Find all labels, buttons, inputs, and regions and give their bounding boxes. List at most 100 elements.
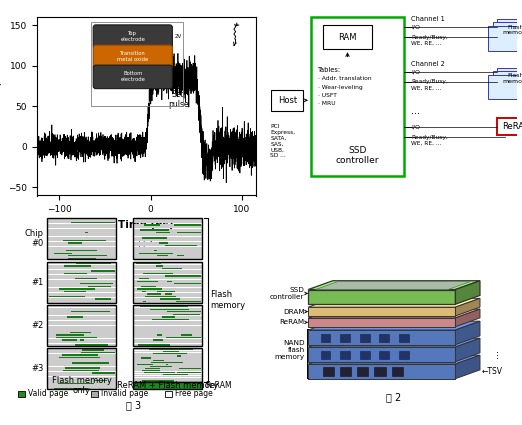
Bar — [133, 326, 202, 328]
Bar — [140, 306, 178, 307]
Bar — [399, 351, 409, 359]
Bar — [83, 349, 98, 351]
Bar — [75, 278, 97, 279]
Bar — [47, 261, 116, 303]
Bar — [133, 355, 202, 357]
Bar — [47, 272, 116, 275]
Text: #1: #1 — [31, 278, 43, 286]
Bar — [47, 318, 116, 320]
Bar — [18, 391, 25, 397]
Bar — [75, 344, 81, 346]
Polygon shape — [308, 364, 455, 379]
Bar — [47, 218, 116, 259]
Bar — [133, 234, 202, 236]
Bar — [379, 351, 389, 359]
Bar — [149, 349, 163, 350]
Bar — [175, 245, 197, 246]
Bar — [140, 357, 151, 359]
Bar — [133, 305, 202, 346]
Text: WE, RE, ...: WE, RE, ... — [411, 41, 442, 45]
Bar — [66, 250, 97, 251]
Bar — [271, 90, 303, 110]
Bar — [133, 275, 202, 277]
Polygon shape — [308, 347, 455, 362]
Text: Set
pulse: Set pulse — [168, 90, 188, 110]
Bar — [379, 334, 389, 342]
Bar — [47, 359, 116, 361]
Bar — [47, 313, 116, 315]
Polygon shape — [308, 338, 480, 347]
Bar — [68, 250, 73, 251]
Bar — [137, 288, 162, 289]
Text: #3: #3 — [31, 364, 43, 373]
Bar — [47, 300, 116, 303]
Bar — [133, 308, 202, 310]
Bar — [323, 367, 334, 377]
Text: WE, RE, ...: WE, RE, ... — [411, 85, 442, 91]
Bar — [321, 351, 330, 359]
Bar — [69, 332, 91, 333]
Polygon shape — [455, 309, 480, 327]
Bar — [47, 288, 116, 290]
Bar — [47, 334, 116, 336]
Bar — [392, 367, 402, 377]
Bar — [72, 222, 98, 223]
Bar — [47, 315, 116, 318]
Bar — [133, 293, 202, 295]
Bar — [165, 245, 190, 246]
Bar — [67, 316, 84, 317]
Bar — [133, 278, 202, 280]
Bar — [143, 301, 146, 303]
Text: · Wear-leveling: · Wear-leveling — [318, 85, 363, 90]
Bar — [95, 298, 111, 300]
Bar — [133, 221, 202, 224]
Bar — [88, 286, 111, 287]
Bar — [133, 267, 202, 269]
Bar — [181, 334, 192, 335]
Bar — [62, 354, 98, 356]
Bar — [47, 364, 116, 366]
Bar — [82, 349, 103, 351]
Bar — [167, 311, 200, 312]
Bar — [133, 255, 202, 257]
Bar — [47, 264, 116, 267]
Bar — [47, 372, 116, 374]
Bar — [80, 339, 85, 340]
Bar — [133, 329, 202, 331]
Bar — [47, 369, 116, 371]
X-axis label: Time (ns): Time (ns) — [118, 220, 174, 230]
Bar — [167, 280, 172, 282]
Text: Flash
memory: Flash memory — [503, 25, 522, 35]
Bar — [133, 371, 202, 373]
Bar — [62, 339, 77, 340]
Text: NAND
flash
memory: NAND flash memory — [275, 340, 304, 360]
Bar — [133, 262, 202, 264]
Text: Flash memory
only: Flash memory only — [52, 376, 112, 395]
Bar — [133, 300, 202, 303]
Bar — [153, 353, 178, 354]
Text: Valid page: Valid page — [28, 389, 68, 399]
Text: Free page: Free page — [175, 389, 212, 399]
Bar — [133, 378, 202, 380]
Bar — [340, 334, 350, 342]
Text: ...: ... — [411, 105, 420, 116]
Bar — [133, 218, 202, 259]
Bar — [140, 286, 156, 287]
Text: Ready/Busy,: Ready/Busy, — [411, 135, 448, 139]
Polygon shape — [455, 321, 480, 345]
Text: ...: ... — [490, 348, 500, 358]
Bar — [163, 351, 179, 352]
Bar — [143, 380, 170, 382]
Bar — [374, 367, 386, 377]
Bar — [340, 367, 351, 377]
Bar — [47, 293, 116, 295]
Bar — [47, 239, 116, 241]
Bar — [47, 257, 116, 259]
Bar — [133, 249, 202, 252]
Bar — [47, 377, 116, 379]
Bar — [133, 336, 202, 338]
Bar — [174, 283, 200, 284]
Text: 図 1: 図 1 — [139, 237, 153, 247]
Bar — [47, 242, 116, 244]
Bar — [47, 385, 116, 387]
